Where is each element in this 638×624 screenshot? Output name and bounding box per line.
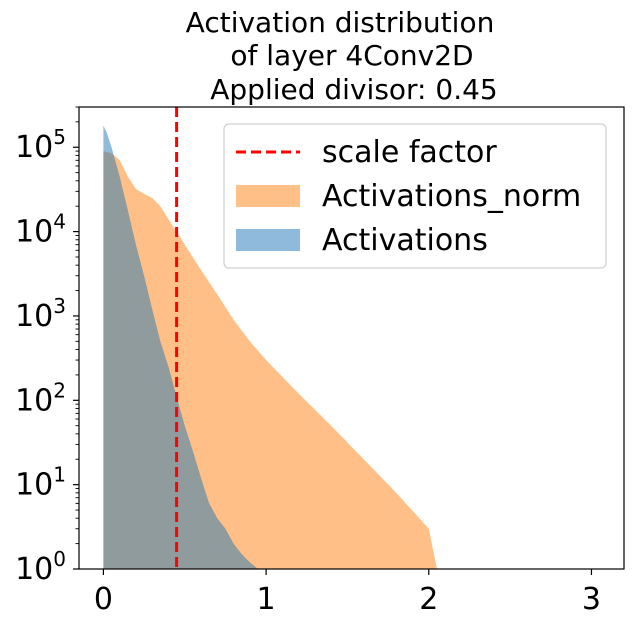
histogram-series-activations-norm	[103, 151, 600, 569]
y-tick-label: 102	[15, 378, 66, 418]
x-tick-label: 1	[257, 582, 276, 617]
legend-label-scale-factor: scale factor	[322, 135, 497, 170]
plot-area	[103, 107, 600, 569]
x-tick-label: 0	[94, 582, 113, 617]
x-tick-label: 3	[582, 582, 601, 617]
chart-title-line-1: Activation distribution	[186, 6, 495, 39]
legend-box	[223, 123, 607, 269]
axes: 0 1 2 3 100 101 102 103 104 105	[15, 106, 625, 617]
legend-label-activations: Activations	[322, 223, 488, 258]
legend: scale factor Activations_norm Activations	[223, 123, 607, 269]
x-tick-label: 2	[419, 582, 438, 617]
legend-swatch-activations-norm	[236, 185, 300, 207]
y-tick-label: 100	[15, 547, 66, 587]
axes-frame	[78, 106, 625, 570]
legend-label-activations-norm: Activations_norm	[322, 179, 581, 214]
y-tick-label: 104	[15, 210, 66, 250]
y-tick-label: 101	[15, 463, 66, 503]
y-tick-label: 105	[15, 125, 66, 165]
chart-title-line-3: Applied divisor: 0.45	[210, 73, 497, 106]
chart-title-line-2: of layer 4Conv2D	[230, 39, 473, 72]
legend-swatch-activations	[236, 229, 300, 251]
y-tick-label: 103	[15, 294, 66, 334]
histogram-series-activations	[103, 125, 299, 569]
